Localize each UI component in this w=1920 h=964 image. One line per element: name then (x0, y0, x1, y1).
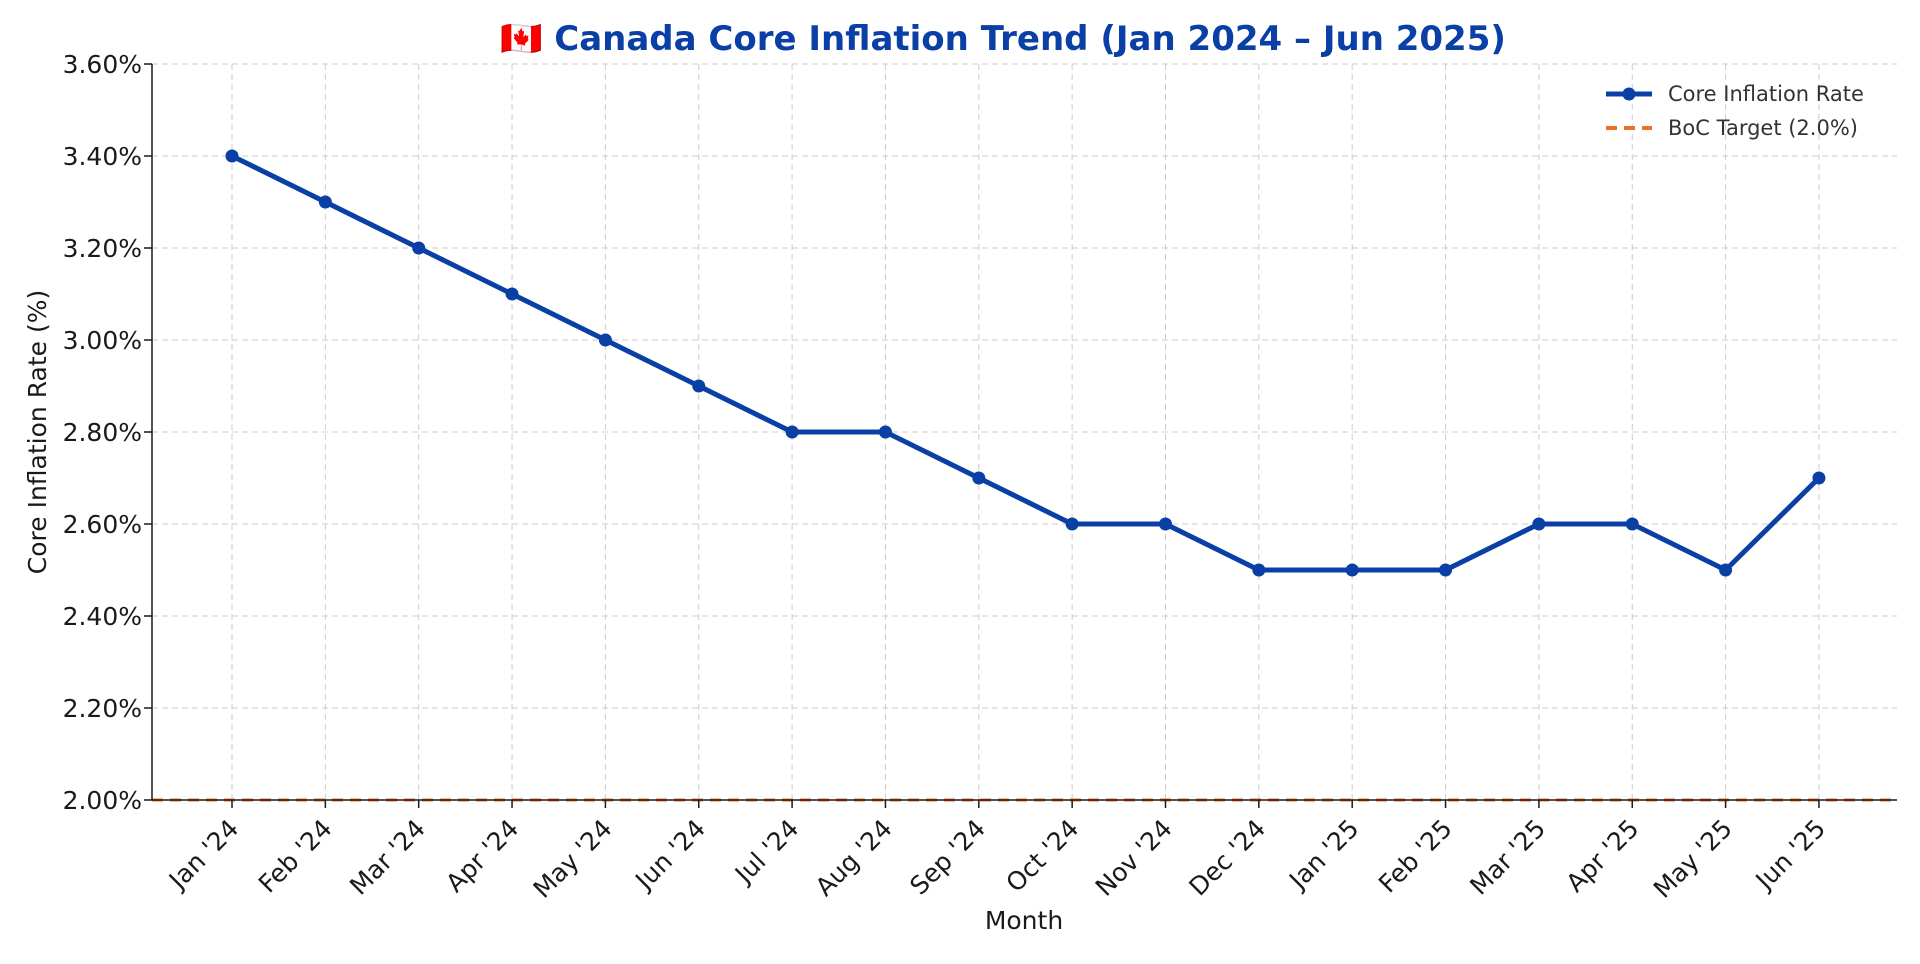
data-point (785, 425, 799, 439)
series-line (229, 153, 1822, 573)
data-point (1625, 517, 1639, 531)
legend-target-label: BoC Target (2.0%) (1668, 116, 1858, 140)
x-tick-label: Oct '24 (1000, 814, 1084, 898)
x-tick-label: Jun '25 (1749, 814, 1832, 897)
y-axis-label: Core Inflation Rate (%) (23, 290, 52, 574)
data-point (1159, 517, 1172, 531)
x-tick-label: Jan '25 (1282, 814, 1364, 896)
x-tick-label: May '24 (528, 814, 618, 904)
x-tick-label: Dec '24 (1183, 814, 1271, 902)
x-tick-label: Jun '24 (628, 814, 711, 897)
x-tick-label: Aug '24 (810, 814, 898, 902)
x-tick-label: Jul '24 (728, 814, 804, 890)
data-point (878, 425, 892, 439)
data-point (1439, 563, 1453, 577)
y-tick-label: 2.00% (63, 786, 142, 815)
y-ticks: 2.00% 2.20% 2.40% 2.60% 2.80% 3.00% 3.20% 3.40%… (63, 50, 152, 815)
x-tick-label: Feb '25 (1373, 814, 1458, 899)
x-tick-label: Sep '24 (904, 814, 991, 901)
y-tick-label: 2.20% (63, 694, 142, 723)
y-tick-label: 3.60% (63, 50, 142, 79)
data-point (972, 471, 986, 485)
data-point (1345, 563, 1359, 577)
data-point (1719, 563, 1733, 577)
y-tick-label: 2.60% (63, 510, 142, 539)
data-point (505, 287, 519, 301)
x-tick-label: Jan '24 (162, 814, 244, 896)
x-tick-label: Nov '24 (1090, 814, 1178, 902)
y-tick-label: 2.40% (63, 602, 142, 631)
x-tick-label: Mar '24 (344, 814, 431, 901)
data-point (1252, 563, 1266, 577)
x-tick-label: May '25 (1648, 814, 1738, 904)
x-axis-label: Month (985, 906, 1063, 935)
x-tick-label: Apr '25 (1560, 814, 1644, 898)
series (225, 149, 1826, 577)
data-point (1532, 517, 1546, 531)
x-ticks: Jan '24 Feb '24 Mar '24 Apr '24 May '24 Jun '… (162, 800, 1831, 904)
data-point (1065, 517, 1079, 531)
x-tick-label: Mar '25 (1464, 814, 1551, 901)
legend-series-marker (1622, 87, 1636, 101)
data-point (318, 195, 332, 209)
data-point (412, 241, 426, 255)
y-tick-label: 2.80% (63, 418, 142, 447)
y-tick-label: 3.40% (63, 142, 142, 171)
data-point (225, 149, 239, 163)
legend-series-label: Core Inflation Rate (1668, 82, 1864, 106)
x-tick-label: Apr '24 (440, 814, 524, 898)
data-point (598, 333, 612, 347)
x-tick-label: Feb '24 (253, 814, 338, 899)
chart-title: 🇨🇦 Canada Core Inflation Trend (Jan 2024… (500, 19, 1506, 59)
grid (152, 63, 1897, 801)
legend: Core Inflation Rate BoC Target (2.0%) (1606, 82, 1864, 140)
y-tick-label: 3.20% (63, 234, 142, 263)
y-tick-label: 3.00% (63, 326, 142, 355)
data-point (1812, 471, 1826, 485)
data-point (692, 379, 706, 393)
